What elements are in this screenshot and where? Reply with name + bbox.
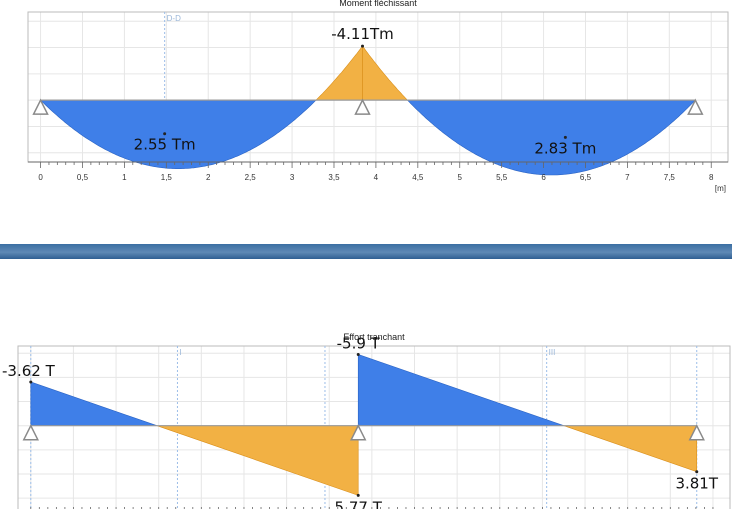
section-marker-label: D-D: [167, 14, 181, 23]
support-icon: [22, 424, 40, 441]
shear-area-negative: [30, 381, 158, 426]
x-tick-label: 6,5: [580, 173, 592, 182]
plot-frame: [17, 345, 731, 509]
moment-area-sagging: [40, 99, 363, 169]
x-tick-label: 0: [38, 173, 43, 182]
shear-chart-title: Effort tranchant: [343, 332, 405, 342]
x-tick-label: 2: [206, 173, 211, 182]
x-tick-label: 7,5: [664, 173, 676, 182]
moment-area-sagging: [362, 99, 696, 176]
support-icon: [32, 98, 49, 115]
support-icon: [350, 424, 367, 441]
x-tick-label: 3,5: [328, 173, 340, 182]
x-tick-label: 2,5: [245, 173, 257, 182]
annotation-point: [356, 352, 360, 356]
moment-chart-title: Moment fléchissant: [339, 0, 417, 8]
moment-area-hogging: [362, 45, 696, 101]
shear-area-negative: [357, 354, 565, 426]
support-icon: [354, 98, 371, 115]
moment-area-hogging: [40, 45, 363, 101]
x-tick-label: 6: [541, 173, 546, 182]
x-tick-label: 1,5: [161, 173, 173, 182]
annotation-point: [29, 380, 33, 384]
annotation-point: [563, 135, 567, 139]
x-axis-unit: [m]: [715, 184, 726, 193]
annotation-point: [163, 132, 167, 136]
x-tick-label: 0,5: [77, 173, 89, 182]
x-tick-label: 8: [709, 173, 714, 182]
shear-area-positive: [156, 425, 359, 496]
annotation-point: [360, 44, 364, 48]
x-tick-label: 1: [122, 173, 127, 182]
moment-value-label: -4.11Tm: [331, 25, 394, 43]
shear-value-label: -3.62 T: [2, 362, 56, 380]
support-icon: [688, 424, 705, 441]
section-marker-label: III: [549, 348, 556, 357]
moment-value-label: 2.83 Tm: [534, 139, 596, 157]
support-icon: [687, 98, 704, 115]
panel-divider[interactable]: [0, 244, 732, 259]
annotation-point: [695, 470, 699, 474]
x-tick-label: 4: [374, 173, 379, 182]
section-marker-label: I: [179, 348, 181, 357]
x-tick-label: 5,5: [496, 173, 508, 182]
shear-area-positive: [563, 425, 698, 473]
shear-value-label: 3.81T: [675, 475, 718, 493]
x-tick-label: 7: [625, 173, 630, 182]
moment-chart: Moment fléchissant D-D 2.55 Tm -4.11Tm 2.83 …: [27, 0, 729, 193]
x-tick-label: 5: [458, 173, 463, 182]
shear-value-label: 5.77 T: [335, 498, 383, 509]
shear-value-label: -5.9 T: [337, 334, 381, 352]
x-tick-label: 3: [290, 173, 295, 182]
annotation-point: [356, 493, 360, 497]
x-tick-label: 4,5: [412, 173, 424, 182]
moment-value-label: 2.55 Tm: [134, 136, 196, 154]
